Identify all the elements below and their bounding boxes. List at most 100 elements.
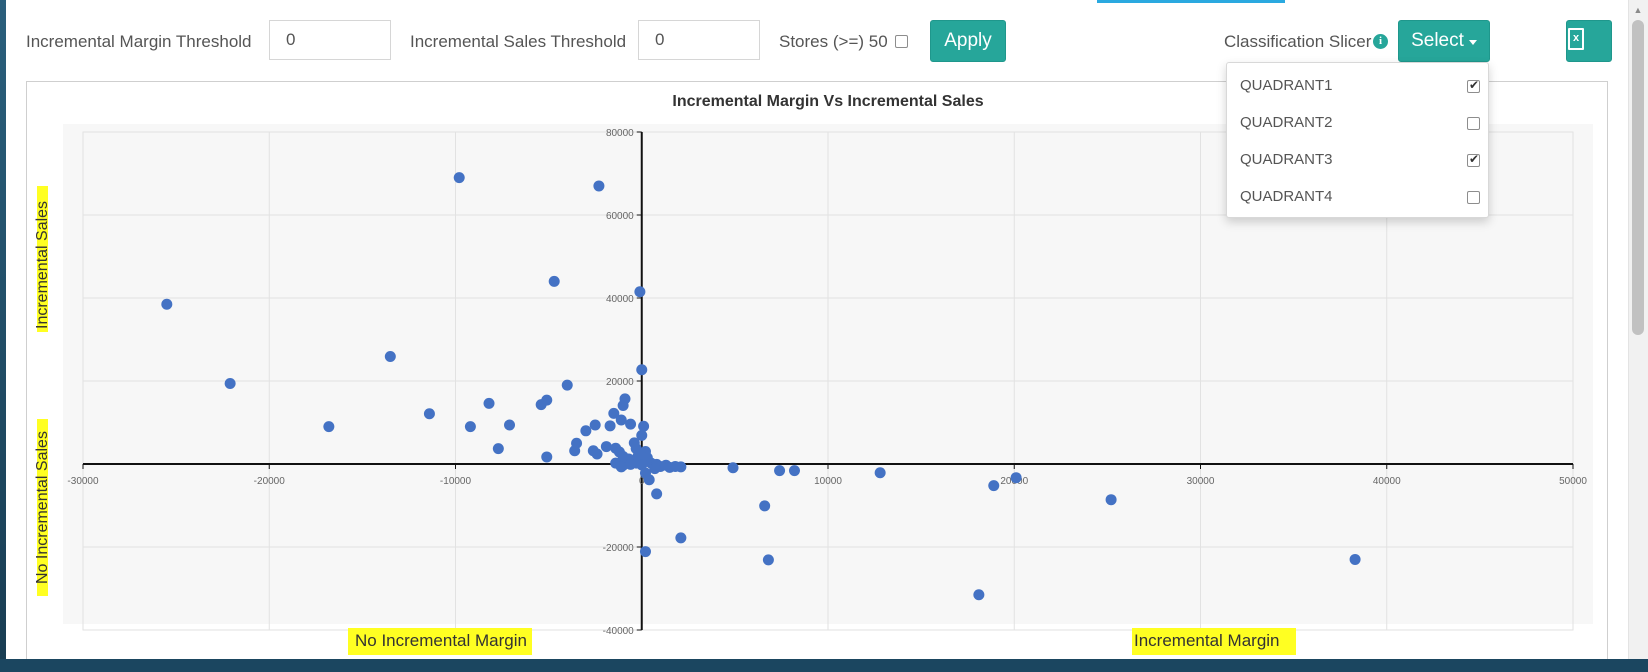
y-tick-label: 60000 — [606, 211, 634, 222]
data-point — [453, 172, 465, 184]
excel-export-icon: x — [1568, 28, 1584, 50]
annotation-incremental-sales: Incremental Sales — [34, 200, 51, 329]
stores-checkbox[interactable] — [895, 35, 908, 48]
data-point — [483, 397, 495, 409]
quadrant4-checkbox[interactable] — [1467, 191, 1480, 204]
data-point — [604, 420, 616, 432]
caret-down-icon — [1468, 40, 1477, 45]
window-background — [0, 0, 6, 672]
data-point — [161, 298, 173, 310]
data-point — [649, 463, 661, 475]
dropdown-option-quadrant3[interactable]: QUADRANT3 — [1227, 142, 1490, 178]
scroll-up-icon[interactable]: ▲ — [1633, 5, 1643, 15]
x-tick-label: -30000 — [67, 476, 99, 487]
data-point — [615, 461, 627, 473]
data-point — [548, 275, 560, 287]
dropdown-option-quadrant2[interactable]: QUADRANT2 — [1227, 105, 1490, 141]
data-point — [323, 421, 335, 433]
chart-title: Incremental Margin Vs Incremental Sales — [672, 93, 983, 110]
sales-threshold-input[interactable] — [638, 20, 760, 60]
data-point — [874, 467, 886, 479]
margin-threshold-label: Incremental Margin Threshold — [26, 32, 252, 51]
active-tab-indicator — [1097, 0, 1285, 3]
data-point — [541, 451, 553, 463]
annotation-no-incremental-margin: No Incremental Margin — [355, 631, 527, 650]
data-point — [788, 465, 800, 477]
y-tick-label: 40000 — [606, 294, 634, 305]
data-point — [615, 414, 627, 426]
data-point — [638, 420, 650, 432]
data-point — [651, 488, 663, 500]
data-point — [600, 441, 612, 453]
info-icon[interactable]: i — [1373, 34, 1388, 49]
data-point — [675, 461, 687, 473]
data-point — [625, 458, 637, 470]
data-point — [504, 419, 516, 431]
data-point — [636, 429, 648, 441]
data-point — [593, 180, 605, 192]
data-point — [1010, 472, 1022, 484]
data-points — [161, 172, 1361, 601]
highlight-mark — [348, 628, 532, 655]
window-background-bottom — [0, 659, 1648, 672]
stores-label: Stores (>=) 50 — [779, 32, 888, 51]
x-tick-label: -10000 — [440, 476, 472, 487]
select-dropdown-button[interactable]: Select — [1398, 20, 1490, 62]
sales-threshold-label: Incremental Sales Threshold — [410, 32, 627, 51]
y-tick-label: 80000 — [606, 128, 634, 139]
grid-lines — [82, 131, 1574, 631]
export-excel-button[interactable] — [1566, 20, 1612, 62]
data-point — [580, 425, 592, 437]
dropdown-option-label: QUADRANT4 — [1240, 188, 1333, 205]
data-point — [224, 377, 236, 389]
dropdown-option-quadrant1[interactable]: QUADRANT1 — [1227, 68, 1490, 104]
data-point — [634, 286, 646, 298]
x-tick-label: 40000 — [1373, 476, 1401, 487]
quadrant3-checkbox[interactable] — [1467, 152, 1480, 167]
dropdown-option-label: QUADRANT2 — [1240, 114, 1333, 131]
annotation-no-incremental-sales: No Incremental Sales — [34, 431, 51, 584]
data-point — [636, 459, 648, 471]
dropdown-option-quadrant4[interactable]: QUADRANT4 — [1227, 179, 1490, 215]
x-tick-label: 30000 — [1187, 476, 1215, 487]
data-point — [608, 407, 620, 419]
data-point — [639, 546, 651, 558]
data-point — [569, 445, 581, 457]
axes — [82, 131, 1574, 631]
x-tick-label: 0 — [639, 476, 645, 487]
data-point — [591, 448, 603, 460]
data-point — [561, 379, 573, 391]
margin-threshold-input[interactable] — [269, 20, 391, 60]
data-point — [464, 421, 476, 433]
data-point — [759, 500, 771, 512]
x-tick-label: 50000 — [1559, 476, 1587, 487]
scrollbar-thumb[interactable] — [1632, 20, 1644, 335]
select-button-label: Select — [1411, 30, 1464, 51]
data-point — [541, 394, 553, 406]
highlight-mark — [1132, 628, 1296, 655]
x-tick-label: -20000 — [254, 476, 286, 487]
y-tick-label: -20000 — [603, 543, 635, 554]
data-point — [384, 351, 396, 363]
annotation-incremental-margin: Incremental Margin — [1134, 631, 1280, 650]
highlight-mark — [37, 186, 48, 332]
highlight-mark — [37, 419, 48, 596]
quadrant1-checkbox[interactable] — [1467, 78, 1480, 93]
data-point — [423, 408, 435, 420]
data-point — [492, 443, 504, 455]
data-point — [1105, 494, 1117, 506]
y-tick-label: 20000 — [606, 377, 634, 388]
dropdown-option-label: QUADRANT3 — [1240, 151, 1333, 168]
data-point — [973, 589, 985, 601]
data-point — [643, 474, 655, 486]
data-point — [636, 364, 648, 376]
data-point — [762, 554, 774, 566]
apply-button[interactable]: Apply — [930, 20, 1006, 62]
classification-slicer-label: Classification Slicer — [1224, 32, 1372, 51]
data-point — [988, 480, 1000, 492]
data-point — [617, 451, 629, 463]
data-point — [727, 462, 739, 474]
data-point — [617, 399, 629, 411]
quadrant2-checkbox[interactable] — [1467, 117, 1480, 130]
data-point — [1349, 553, 1361, 565]
